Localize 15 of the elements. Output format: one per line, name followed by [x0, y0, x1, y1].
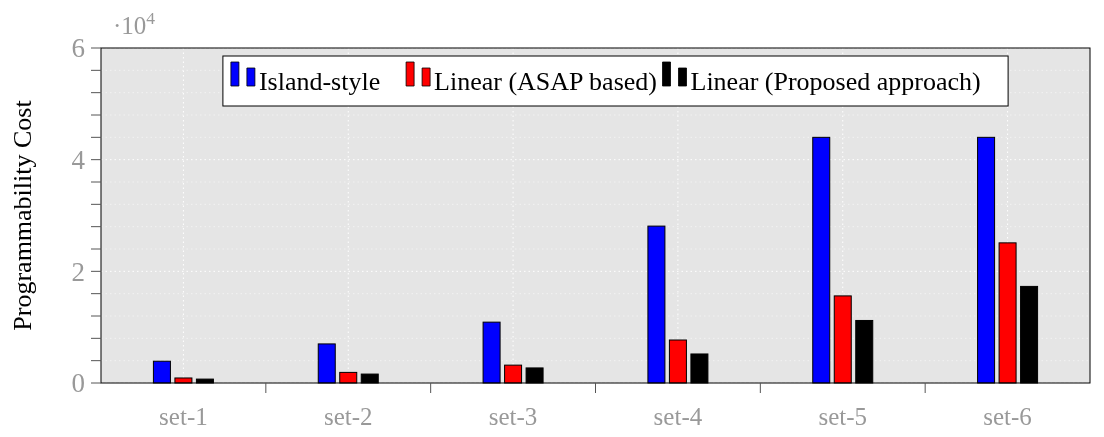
- legend-label: Linear (ASAP based): [434, 67, 657, 96]
- x-tick-label: set-3: [488, 403, 538, 430]
- y-tick-label: 6: [71, 33, 85, 64]
- y-tick-label: 4: [71, 145, 86, 176]
- y-tick-label: 2: [71, 256, 85, 287]
- text: ·10$^{4}$: [113, 8, 156, 39]
- legend-label: Linear (Proposed approach): [690, 67, 981, 96]
- y-axis-title: Programmability Cost: [8, 99, 37, 331]
- x-tick-label: set-1: [159, 403, 208, 430]
- x-tick-label: set-2: [323, 403, 373, 430]
- x-tick-label: set-6: [983, 403, 1032, 430]
- x-tick-label: set-5: [818, 403, 868, 430]
- legend-label: Island-style: [258, 67, 381, 96]
- y-tick-label: 0: [71, 368, 85, 399]
- x-tick-label: set-4: [653, 403, 703, 430]
